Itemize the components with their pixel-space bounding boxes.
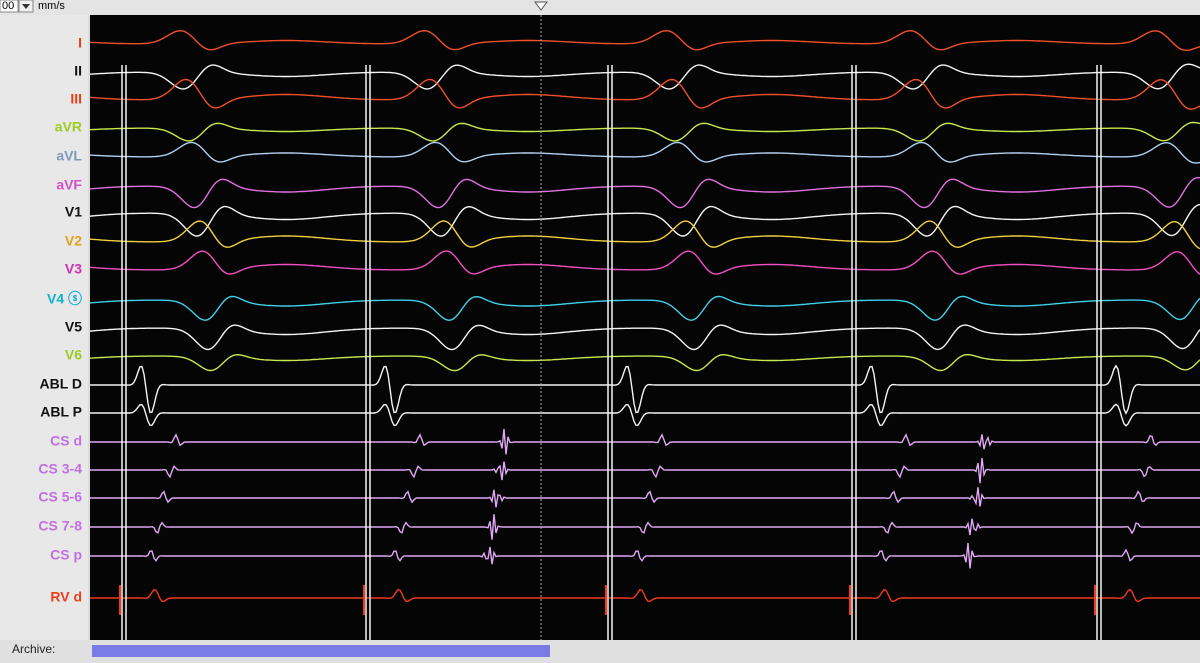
channel-label: CS 3-4: [38, 461, 82, 477]
channel-label: V2: [65, 233, 82, 249]
speed-box: [0, 0, 19, 13]
channel-label: aVL: [56, 148, 82, 164]
label-panel: [0, 15, 88, 640]
waveform: [90, 428, 1200, 455]
cursor-handle[interactable]: [534, 1, 548, 11]
dropdown-arrow: [22, 4, 30, 9]
channel-label: V4 ⓢ: [47, 291, 82, 307]
waveform: [90, 364, 1200, 416]
waveform: [89, 353, 1200, 372]
channel-label: V6: [65, 347, 82, 363]
waveform: [89, 176, 1200, 209]
waveform: [89, 141, 1200, 164]
channel-label: V3: [65, 261, 82, 277]
waveform: [89, 295, 1200, 321]
waveform: [90, 542, 1200, 569]
channel-label: I: [78, 35, 82, 51]
channel-label: V5: [65, 319, 82, 335]
channel-label: CS 5-6: [38, 489, 82, 505]
channel-label: ABL P: [40, 404, 82, 420]
waveform: [89, 203, 1200, 237]
traces: [89, 29, 1200, 640]
speed-value: 00: [2, 0, 14, 12]
waveform: [89, 29, 1200, 52]
waveform: [89, 324, 1200, 351]
channel-label: CS p: [50, 547, 82, 563]
waveform: [89, 250, 1200, 275]
channel-label: ABL D: [39, 376, 82, 392]
waveform: [90, 514, 1200, 540]
waveform: [90, 458, 1200, 484]
waveform: [89, 78, 1200, 110]
channel-label: CS 7-8: [38, 518, 82, 534]
channel-label: CS d: [50, 433, 82, 449]
channel-label: V1: [65, 204, 82, 220]
channel-label: III: [70, 91, 82, 107]
channel-label: RV d: [50, 589, 82, 605]
archive-label: Archive:: [12, 642, 55, 656]
toolbar: [0, 0, 1200, 15]
waveform: [89, 121, 1200, 142]
channel-label: aVR: [55, 119, 82, 135]
waveform: [89, 220, 1200, 250]
waveform: [90, 403, 1200, 427]
waveform: [90, 487, 1200, 508]
channel-label: aVF: [56, 177, 82, 193]
speed-unit: mm/s: [38, 0, 65, 12]
channel-label: II: [74, 63, 82, 79]
waveform: [89, 63, 1200, 90]
waveform: [90, 588, 1200, 603]
archive-bar[interactable]: [92, 645, 550, 657]
